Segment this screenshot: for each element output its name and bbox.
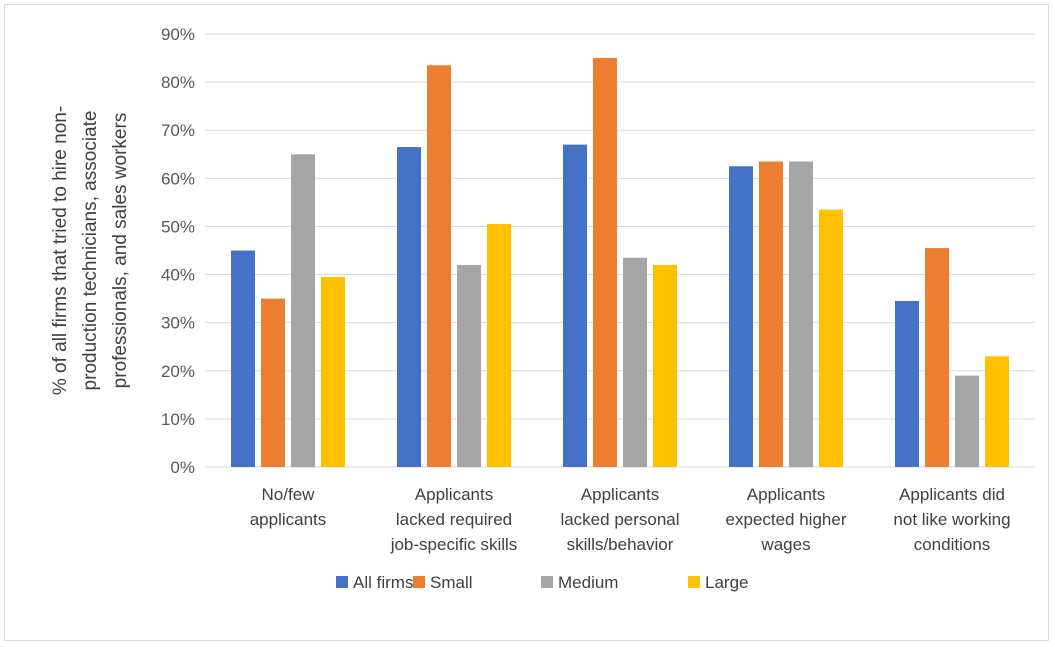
category-label: conditions [914,535,991,554]
y-tick-label: 10% [161,410,195,429]
category-label: No/few [262,485,316,504]
category-label: applicants [250,510,327,529]
bar-small [925,248,949,467]
bar-small [427,65,451,468]
bar-small [759,161,783,467]
category-label: Applicants [747,485,825,504]
y-tick-label: 40% [161,266,195,285]
legend-swatch-small [413,576,425,588]
bar-all-firms [729,166,753,468]
category-label: expected higher [726,510,847,529]
category-label: lacked required [396,510,512,529]
y-tick-label: 70% [161,121,195,140]
bar-all-firms [231,250,255,467]
category-label: Applicants [581,485,659,504]
bar-large [819,209,843,467]
bar-large [321,276,345,467]
y-tick-label: 20% [161,362,195,381]
legend-swatch-all-firms [336,576,348,588]
y-tick-label: 50% [161,217,195,236]
bar-large [985,356,1009,467]
y-axis-title: professionals, and sales workers [110,113,131,389]
category-label: skills/behavior [567,535,674,554]
category-label: Applicants did [899,485,1005,504]
bar-large [487,224,511,467]
legend-label: All firms [353,573,413,592]
y-axis-title: production technicians, associate [80,111,101,391]
bar-medium [955,375,979,467]
bar-small [593,58,617,468]
legend-swatch-large [688,576,700,588]
bar-medium [457,264,481,467]
legend-swatch-medium [541,576,553,588]
bar-large [653,264,677,467]
y-tick-label: 0% [170,458,195,477]
bar-medium [623,257,647,467]
category-label: lacked personal [560,510,679,529]
y-tick-label: 90% [161,25,195,44]
bar-medium [291,154,315,467]
y-tick-label: 80% [161,73,195,92]
bar-all-firms [895,301,919,467]
y-axis-title: % of all firms that tried to hire non- [50,106,71,395]
y-tick-label: 30% [161,314,195,333]
legend-label: Small [430,573,473,592]
category-label: not like working [893,510,1010,529]
legend-label: Large [705,573,748,592]
category-label: wages [760,535,810,554]
bar-all-firms [563,144,587,467]
bar-all-firms [397,147,421,468]
bar-medium [789,161,813,467]
category-label: job-specific skills [390,535,518,554]
legend-label: Medium [558,573,618,592]
y-tick-label: 60% [161,169,195,188]
bar-small [261,298,285,467]
category-label: Applicants [415,485,493,504]
